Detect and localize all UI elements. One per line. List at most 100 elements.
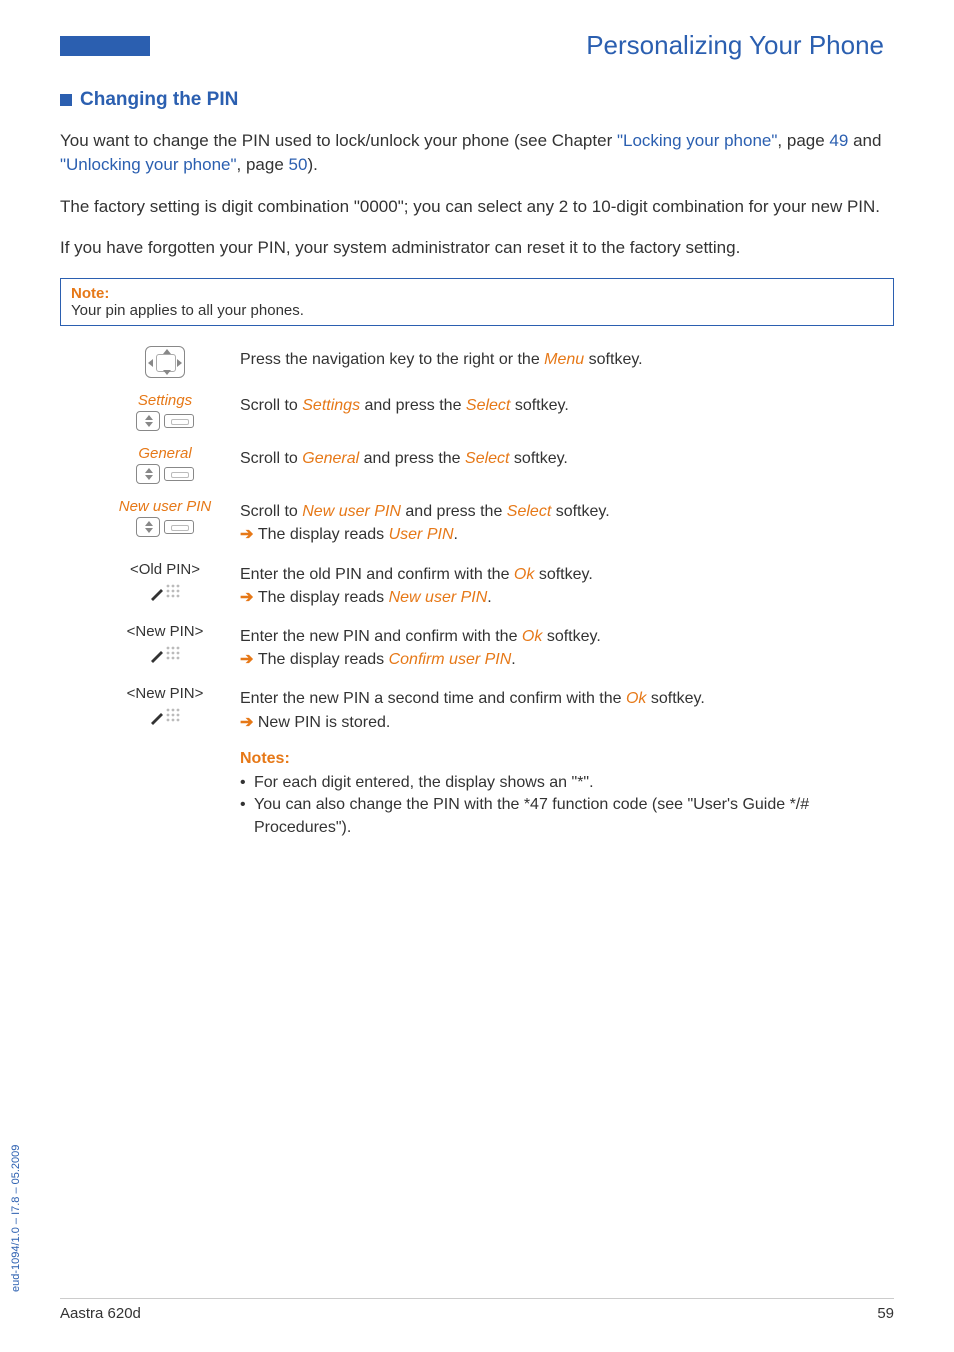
intro-paragraph-1: You want to change the PIN used to lock/…	[60, 129, 894, 177]
accent-text: General	[302, 450, 359, 467]
step-row: New user PIN Scroll to New user PIN and …	[60, 498, 894, 546]
text: softkey.	[509, 450, 567, 467]
text: Enter the old PIN and confirm with the	[240, 566, 514, 583]
accent-text: Ok	[514, 566, 534, 583]
text: .	[487, 589, 491, 606]
arrow-icon: ➔	[240, 651, 258, 668]
text: Scroll to	[240, 397, 302, 414]
arrow-icon: ➔	[240, 589, 258, 606]
pen-keypad-icon	[148, 642, 182, 664]
link-locking-phone[interactable]: "Locking your phone"	[617, 131, 777, 150]
accent-text: Ok	[522, 628, 542, 645]
step-icon-col: New user PIN	[90, 498, 240, 537]
arrow-icon: ➔	[240, 714, 258, 731]
intro-paragraph-2: The factory setting is digit combination…	[60, 195, 894, 219]
text: Enter the new PIN a second time and conf…	[240, 690, 626, 707]
footer-model: Aastra 620d	[60, 1305, 141, 1322]
text: softkey.	[534, 566, 592, 583]
text: and press the	[401, 503, 507, 520]
scroll-softkey-icon	[90, 464, 240, 484]
step-text: Press the navigation key to the right or…	[240, 346, 643, 371]
section-heading-text: Changing the PIN	[80, 89, 238, 111]
step-icon-col	[90, 346, 240, 378]
navigation-key-icon	[145, 346, 185, 378]
soft-key-icon	[164, 520, 194, 534]
text: Scroll to	[240, 503, 302, 520]
step-icon-col: Settings	[90, 392, 240, 431]
footer: Aastra 620d 59	[60, 1298, 894, 1322]
link-unlocking-phone[interactable]: "Unlocking your phone"	[60, 155, 237, 174]
accent-text: Select	[465, 450, 509, 467]
text: Scroll to	[240, 450, 302, 467]
text: Press the navigation key to the right or…	[240, 351, 544, 368]
link-page-50[interactable]: 50	[289, 155, 308, 174]
step-icon-col: <New PIN>	[90, 623, 240, 669]
step-icon-col: <Old PIN>	[90, 561, 240, 607]
note-label: Note:	[71, 285, 883, 302]
accent-text: User PIN	[389, 526, 454, 543]
link-page-49[interactable]: 49	[829, 131, 848, 150]
text: softkey.	[646, 690, 704, 707]
text: The display reads	[258, 526, 389, 543]
step-row: Settings Scroll to Settings and press th…	[60, 392, 894, 431]
text: softkey.	[542, 628, 600, 645]
text: and press the	[360, 397, 466, 414]
pen-keypad-icon	[148, 580, 182, 602]
text: softkey.	[510, 397, 568, 414]
step-label: <New PIN>	[90, 685, 240, 702]
text: , page	[777, 131, 829, 150]
note-box: Note: Your pin applies to all your phone…	[60, 278, 894, 326]
step-label: <New PIN>	[90, 623, 240, 640]
footer-page-number: 59	[877, 1305, 894, 1322]
accent-text: Ok	[626, 690, 646, 707]
notes-block: Notes: For each digit entered, the displ…	[240, 748, 894, 840]
pen-keypad-icon	[148, 704, 182, 726]
accent-text: Confirm user PIN	[389, 651, 512, 668]
step-icon-col: <New PIN>	[90, 685, 240, 731]
step-label: Settings	[90, 392, 240, 409]
soft-key-icon	[164, 414, 194, 428]
soft-key-icon	[164, 467, 194, 481]
step-label: General	[90, 445, 240, 462]
step-text: Enter the old PIN and confirm with the O…	[240, 561, 593, 609]
accent-text: Select	[466, 397, 510, 414]
text: and press the	[359, 450, 465, 467]
section-heading: Changing the PIN	[60, 89, 894, 111]
accent-text: New user PIN	[302, 503, 401, 520]
scroll-key-icon	[136, 411, 160, 431]
step-text: Scroll to New user PIN and press the Sel…	[240, 498, 610, 546]
scroll-softkey-icon	[90, 411, 240, 431]
intro-paragraph-3: If you have forgotten your PIN, your sys…	[60, 236, 894, 260]
text: , page	[237, 155, 289, 174]
step-row: Press the navigation key to the right or…	[60, 346, 894, 378]
text: ).	[307, 155, 317, 174]
step-label: New user PIN	[90, 498, 240, 515]
step-text: Scroll to General and press the Select s…	[240, 445, 568, 470]
note-text: Your pin applies to all your phones.	[71, 302, 883, 319]
scroll-key-icon	[136, 464, 160, 484]
step-row: <Old PIN> Enter the old PIN and confirm …	[60, 561, 894, 609]
text: and	[848, 131, 881, 150]
notes-title: Notes:	[240, 748, 894, 770]
header-bar: Personalizing Your Phone	[60, 30, 894, 61]
text: The display reads	[258, 651, 389, 668]
square-bullet-icon	[60, 94, 72, 106]
step-row: General Scroll to General and press the …	[60, 445, 894, 484]
doc-id-label: eud-1094/1.0 – I7.8 – 05.2009	[10, 1145, 22, 1292]
notes-bullet: You can also change the PIN with the *47…	[240, 794, 894, 839]
text: New PIN is stored.	[258, 714, 390, 731]
step-label: <Old PIN>	[90, 561, 240, 578]
accent-text: Settings	[302, 397, 360, 414]
text: Enter the new PIN and confirm with the	[240, 628, 522, 645]
step-text: Enter the new PIN and confirm with the O…	[240, 623, 601, 671]
step-text: Scroll to Settings and press the Select …	[240, 392, 569, 417]
text: You want to change the PIN used to lock/…	[60, 131, 617, 150]
text: softkey.	[551, 503, 609, 520]
text: softkey.	[584, 351, 642, 368]
step-icon-col: General	[90, 445, 240, 484]
accent-text: New user PIN	[389, 589, 488, 606]
step-row: <New PIN> Enter the new PIN a second tim…	[60, 685, 894, 733]
accent-text: Menu	[544, 351, 584, 368]
header-blue-block	[60, 36, 150, 56]
step-row: <New PIN> Enter the new PIN and confirm …	[60, 623, 894, 671]
